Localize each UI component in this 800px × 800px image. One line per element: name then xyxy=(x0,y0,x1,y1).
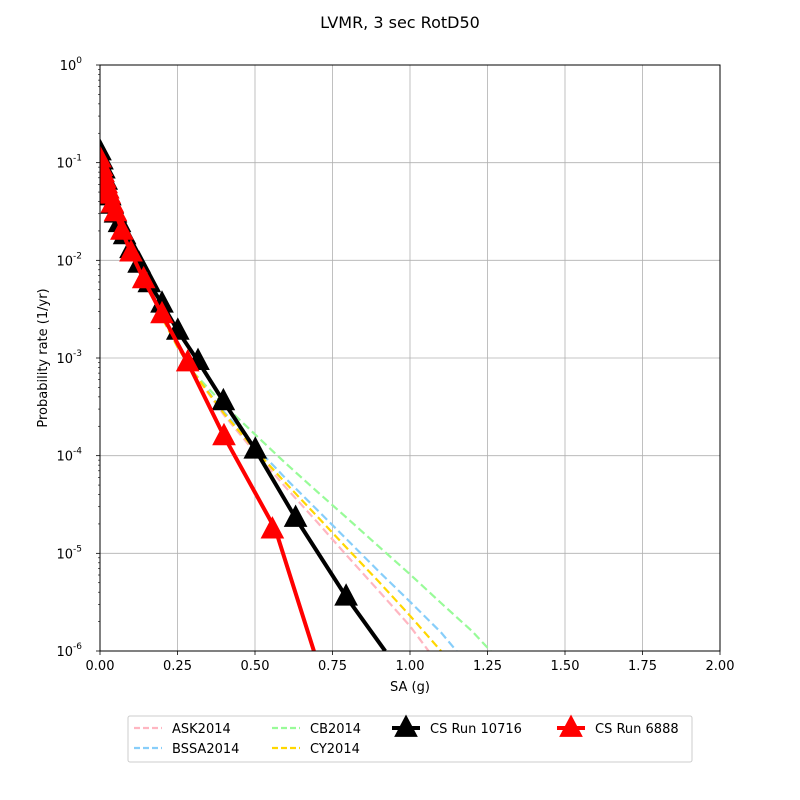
y-tick-base: 10 xyxy=(56,547,73,562)
y-tick-label: 10-3 xyxy=(56,349,82,367)
legend-label-bssa2014: BSSA2014 xyxy=(172,742,239,757)
y-tick-exponent: -5 xyxy=(73,544,82,554)
y-tick-base: 10 xyxy=(56,450,73,465)
data-point-cs-run-6888 xyxy=(212,422,236,446)
y-tick-exponent: -4 xyxy=(73,447,82,457)
series-layer xyxy=(100,138,492,651)
legend-marker-cs-run-10716 xyxy=(394,714,418,737)
series-line-cb2014 xyxy=(100,151,492,651)
data-point-cs-run-10716 xyxy=(334,583,358,606)
y-tick-exponent: -3 xyxy=(73,349,82,359)
x-axis-title: SA (g) xyxy=(390,680,430,695)
y-tick-exponent: -2 xyxy=(73,251,82,261)
data-point-cs-run-6888 xyxy=(260,516,285,539)
x-tick-label: 1.25 xyxy=(473,659,502,674)
y-tick-label: 10-2 xyxy=(56,251,82,269)
y-axis-title: Probability rate (1/yr) xyxy=(36,288,51,427)
y-tick-base: 10 xyxy=(56,157,73,172)
legend-label-cy2014: CY2014 xyxy=(310,742,360,757)
y-tick-exponent: 0 xyxy=(76,56,82,66)
data-point-cs-run-6888 xyxy=(110,217,134,240)
x-tick-label: 0.00 xyxy=(86,659,115,674)
y-tick-label: 10-6 xyxy=(56,642,82,660)
x-tick-label: 1.75 xyxy=(628,659,657,674)
x-tick-label: 2.00 xyxy=(706,659,735,674)
legend-marker-cs-run-6888 xyxy=(559,714,583,737)
data-point-cs-run-10716 xyxy=(211,387,236,411)
x-tick-label: 0.25 xyxy=(163,659,192,674)
data-point-cs-run-6888 xyxy=(131,265,156,289)
legend-box xyxy=(127,715,693,763)
legend-label-cb2014: CB2014 xyxy=(310,722,361,737)
data-point-cs-run-6888 xyxy=(150,300,174,324)
chart-title: LVMR, 3 sec RotD50 xyxy=(320,13,480,32)
data-point-cs-run-10716 xyxy=(243,436,268,459)
y-tick-base: 10 xyxy=(56,645,73,660)
y-tick-label: 10-1 xyxy=(56,154,82,172)
data-point-cs-run-10716 xyxy=(283,504,308,527)
y-tick-base: 10 xyxy=(60,59,77,74)
data-point-cs-run-6888 xyxy=(103,198,128,222)
y-tick-label: 100 xyxy=(60,56,83,74)
y-tick-exponent: -1 xyxy=(73,154,82,164)
legend-label-cs-run-6888: CS Run 6888 xyxy=(595,722,679,737)
y-tick-base: 10 xyxy=(56,254,73,269)
legend-label-cs-run-10716: CS Run 10716 xyxy=(430,722,522,737)
data-point-cs-run-6888 xyxy=(119,239,143,262)
data-point-cs-run-6888 xyxy=(175,349,200,372)
y-tick-label: 10-5 xyxy=(56,544,82,562)
legend-label-ask2014: ASK2014 xyxy=(172,722,231,737)
y-tick-base: 10 xyxy=(56,352,73,367)
x-tick-label: 0.75 xyxy=(318,659,347,674)
x-tick-label: 1.50 xyxy=(551,659,580,674)
legend: ASK2014 BSSA2014 CB2014 CY2014 CS Run 10716 C… xyxy=(127,714,693,763)
x-axis: 0.00 0.25 0.50 0.75 1.00 1.25 1.50 1.75 2.00 xyxy=(86,651,735,674)
x-tick-label: 1.00 xyxy=(396,659,425,674)
y-tick-exponent: -6 xyxy=(73,642,82,652)
y-tick-label: 10-4 xyxy=(56,447,82,465)
x-tick-label: 0.50 xyxy=(241,659,270,674)
